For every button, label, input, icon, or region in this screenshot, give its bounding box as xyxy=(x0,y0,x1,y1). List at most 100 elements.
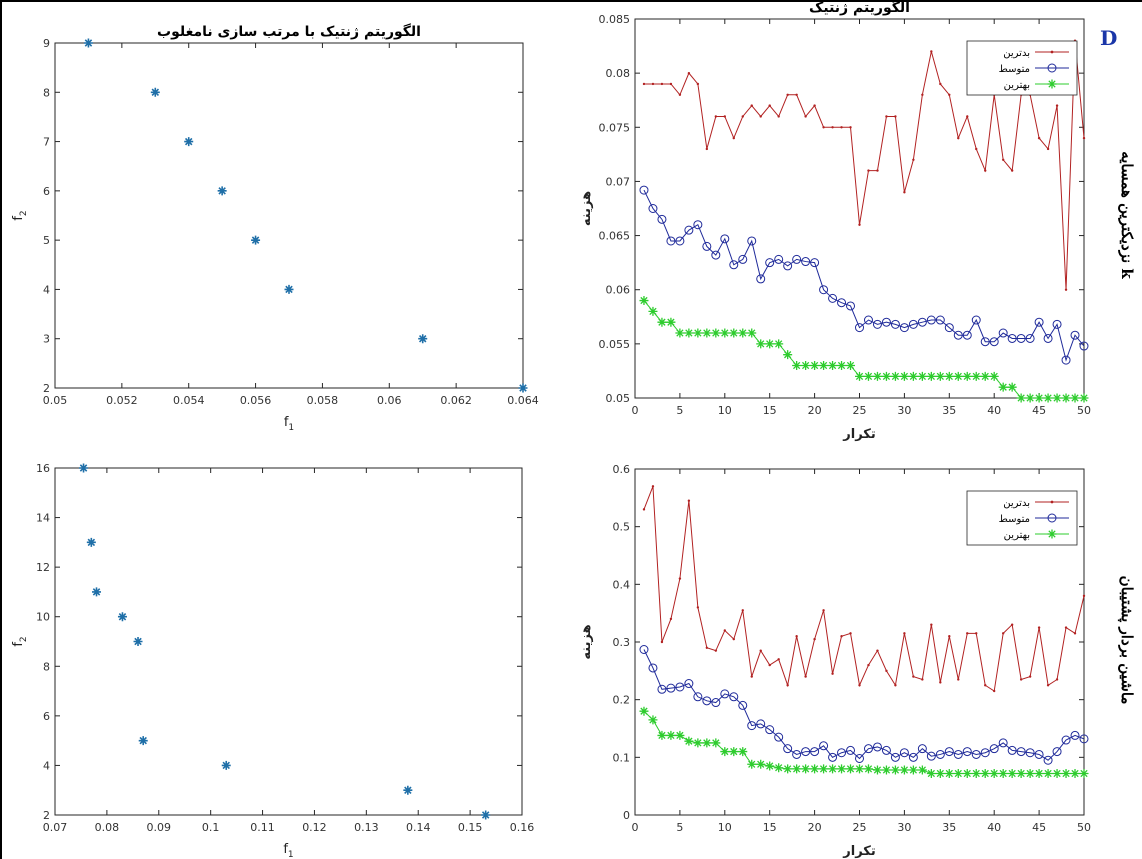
legend-label-worst: بدترین xyxy=(1003,498,1030,509)
x-tick-label: 25 xyxy=(853,404,867,417)
point-worst xyxy=(831,672,834,675)
y-tick-label: 3 xyxy=(43,333,50,346)
point-avg xyxy=(1052,319,1062,329)
y-axis-label: هزینه xyxy=(579,624,594,659)
point-avg xyxy=(881,317,891,327)
point-avg xyxy=(908,319,918,329)
point-avg xyxy=(639,185,649,195)
x-tick-label: 45 xyxy=(1032,404,1046,417)
point-best xyxy=(675,730,685,740)
point-avg xyxy=(1052,747,1062,757)
point-best xyxy=(729,747,739,757)
point-worst xyxy=(1082,136,1086,140)
point-worst xyxy=(759,649,762,652)
point-worst xyxy=(984,169,987,172)
point-avg xyxy=(1043,333,1053,343)
point-best xyxy=(1079,768,1089,778)
legend-label-avg: متوسط xyxy=(999,514,1030,525)
point-avg xyxy=(899,323,909,333)
row-label-svm: ماشین بردار پشتیبان xyxy=(1117,576,1136,705)
point-best xyxy=(1052,768,1062,778)
point-best xyxy=(962,371,972,381)
y-tick-label: 16 xyxy=(36,462,50,475)
point-best xyxy=(819,361,829,371)
point-best xyxy=(693,328,703,338)
point-worst xyxy=(948,93,951,97)
point-best xyxy=(944,371,954,381)
point-worst xyxy=(813,637,816,641)
point-avg xyxy=(693,220,703,230)
point-avg xyxy=(702,241,712,251)
point-worst xyxy=(1037,136,1041,140)
point-worst xyxy=(957,136,960,140)
legend-label-best: بهترین xyxy=(1004,80,1030,91)
point-worst xyxy=(813,104,816,107)
point-best xyxy=(872,765,882,775)
point-best xyxy=(765,761,775,771)
legend-marker-avg xyxy=(1047,63,1057,73)
scatter-point xyxy=(251,235,261,245)
point-avg xyxy=(774,254,784,264)
point-avg xyxy=(846,745,856,755)
point-best xyxy=(657,730,667,740)
point-best xyxy=(998,768,1008,778)
scatter-point xyxy=(481,810,491,820)
point-best xyxy=(989,371,999,381)
x-tick-label: 15 xyxy=(763,404,777,417)
point-worst xyxy=(912,158,915,161)
point-worst xyxy=(1064,288,1068,291)
chart-1: 0.05 0.052 0.054 0.056 0.058 0.06 0.062 0.064 2 3… xyxy=(11,23,539,433)
x-tick-label: 0.062 xyxy=(440,394,472,407)
point-best xyxy=(989,768,999,778)
point-best xyxy=(720,747,730,757)
point-worst xyxy=(1082,594,1086,598)
point-avg xyxy=(1034,749,1044,759)
point-worst xyxy=(678,93,682,97)
point-worst xyxy=(876,169,879,172)
point-avg xyxy=(666,683,676,693)
point-worst xyxy=(885,669,888,673)
point-avg xyxy=(953,749,963,759)
x-tick-label: 35 xyxy=(942,821,956,834)
point-best xyxy=(783,350,793,360)
point-best xyxy=(828,361,838,371)
x-tick-label: 5 xyxy=(676,404,683,417)
point-worst xyxy=(696,82,700,86)
point-avg xyxy=(935,315,945,325)
point-worst xyxy=(786,93,789,97)
y-tick-label: 6 xyxy=(43,710,50,723)
point-best xyxy=(872,371,882,381)
point-worst xyxy=(1010,169,1014,172)
point-worst xyxy=(732,136,735,140)
point-worst xyxy=(1019,678,1023,681)
point-best xyxy=(890,765,900,775)
scatter-point xyxy=(184,137,194,147)
scatter-point xyxy=(86,537,96,547)
point-best xyxy=(863,371,873,381)
point-best xyxy=(908,765,918,775)
point-best xyxy=(926,371,936,381)
point-avg xyxy=(756,274,766,284)
legend-marker-avg xyxy=(1047,513,1057,523)
y-tick-label: 0.075 xyxy=(599,121,631,134)
point-best xyxy=(1016,768,1026,778)
point-worst xyxy=(1037,626,1041,629)
point-avg xyxy=(729,260,739,270)
point-best xyxy=(738,747,748,757)
x-axis-label: تکرار xyxy=(842,844,875,859)
point-avg xyxy=(1007,333,1017,343)
point-best xyxy=(702,328,712,338)
point-best xyxy=(684,736,694,746)
point-worst xyxy=(714,649,718,652)
point-worst xyxy=(939,681,942,684)
point-avg xyxy=(881,745,891,755)
point-worst xyxy=(1055,678,1059,681)
series-line-avg xyxy=(643,649,1085,761)
legend-box xyxy=(966,40,1078,96)
legend-label-avg: متوسط xyxy=(999,64,1030,75)
point-best xyxy=(792,764,802,774)
point-worst xyxy=(894,115,897,118)
point-worst xyxy=(894,684,897,687)
plot-area xyxy=(54,467,523,816)
